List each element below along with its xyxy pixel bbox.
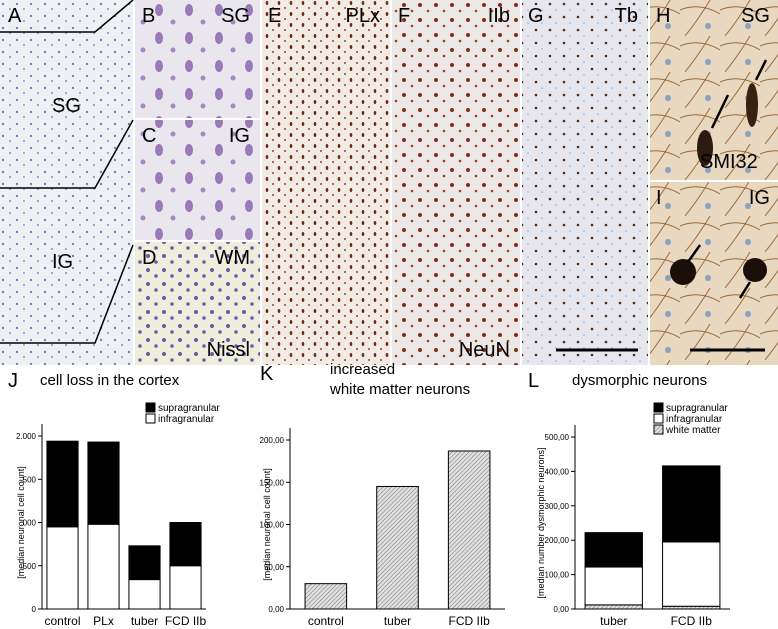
panel-label: Nissl [207, 339, 250, 361]
bar-segment [584, 604, 643, 610]
micrograph [650, 0, 778, 180]
legend-swatch [145, 413, 156, 424]
panel-label: IG [229, 125, 250, 147]
x-tick-label: tuber [600, 614, 627, 628]
micrograph-panels: A SG IG B SG C IG D WM Nissl E PLx F IIb… [0, 0, 778, 365]
legend-swatch [653, 402, 664, 413]
panel-letter: E [268, 5, 281, 27]
y-tick-label: .500 [20, 475, 36, 484]
y-axis-label: [median number dysmorphic neurons] [536, 447, 546, 598]
neuron [670, 259, 696, 285]
neuron [746, 83, 758, 127]
bar-segment [662, 465, 721, 543]
micrograph [522, 0, 648, 365]
layer-lines [0, 0, 134, 344]
y-tick-label: 400,00 [545, 467, 570, 476]
panel-letter: I [656, 187, 662, 209]
bar-segment [169, 565, 202, 610]
legend-swatch [653, 424, 664, 435]
y-tick-label: 2.000 [16, 432, 37, 441]
y-axis-label: [median neuronal cell count] [262, 468, 272, 581]
panel-letter: J [8, 370, 18, 392]
panel-label: IIb [488, 5, 510, 27]
x-tick-label: control [308, 614, 344, 628]
y-tick-label: 0,00 [553, 605, 569, 614]
bar-segment [584, 532, 643, 568]
micrograph [135, 242, 260, 365]
panel-label: NeuN [459, 339, 510, 361]
panel-letter: K [260, 363, 274, 385]
panel-letter: F [398, 5, 410, 27]
y-tick-label: 50,00 [264, 563, 285, 572]
panel-label: Tb [615, 5, 638, 27]
arrows [686, 59, 768, 299]
x-tick-label: tuber [384, 614, 411, 628]
legend-label: infragranular [158, 414, 215, 425]
x-tick-label: FCD IIb [671, 614, 713, 628]
micrograph [262, 0, 390, 365]
micrograph [135, 120, 260, 240]
bar-segment [46, 440, 79, 528]
panel-label: SG [221, 5, 250, 27]
bar [447, 450, 491, 610]
bar-segment [128, 579, 161, 610]
legend-label: supragranular [666, 403, 728, 414]
micrograph [392, 0, 520, 365]
panel-label: SG [52, 95, 81, 117]
panel-letter: L [528, 370, 539, 392]
x-tick-label: PLx [93, 614, 114, 628]
panel-label: IG [749, 187, 770, 209]
y-tick-label: 100,00 [260, 521, 285, 530]
y-tick-label: 500 [23, 562, 37, 571]
legend-swatch [145, 402, 156, 413]
y-tick-label: 0 [32, 605, 37, 614]
bar-segment [662, 541, 721, 607]
micrograph [135, 0, 260, 118]
x-tick-label: tuber [131, 614, 158, 628]
bar-segment [128, 545, 161, 581]
panel-letter: B [142, 5, 155, 27]
panel-letter: G [528, 5, 544, 27]
legend-label: infragranular [666, 414, 723, 425]
x-tick-label: FCD IIb [448, 614, 490, 628]
y-tick-label: 200,00 [545, 536, 570, 545]
y-tick-label: 300,00 [545, 502, 570, 511]
panel-letter: A [8, 5, 22, 27]
neuron [697, 130, 713, 166]
neuron [743, 258, 767, 282]
chart-title: increased [330, 361, 395, 378]
panel-letter: H [656, 5, 670, 27]
bar [304, 583, 348, 610]
y-tick-label: .000 [20, 519, 36, 528]
bar-segment [169, 522, 202, 567]
panel-letter: C [142, 125, 156, 147]
panel-letter: D [142, 247, 156, 269]
x-tick-label: FCD IIb [165, 614, 207, 628]
x-tick-label: control [44, 614, 80, 628]
chart-title: white matter neurons [329, 381, 470, 398]
y-axis-label: [median neuronal cell count] [16, 466, 26, 579]
chart-title: dysmorphic neurons [572, 372, 707, 389]
y-tick-label: 500,00 [545, 433, 570, 442]
bar-segment [87, 523, 120, 610]
legend-label: white matter [665, 425, 721, 436]
micrograph [0, 0, 133, 365]
panel-label: IG [52, 251, 73, 273]
y-tick-label: 100,00 [545, 571, 570, 580]
y-tick-label: 0,00 [268, 605, 284, 614]
legend-swatch [653, 413, 664, 424]
bar [376, 485, 419, 610]
bar-segment [87, 441, 120, 525]
legend-label: supragranular [158, 403, 220, 414]
panel-label: SG [741, 5, 770, 27]
bar-segment [46, 526, 79, 610]
panel-label: WM [214, 247, 250, 269]
panel-label: SMI32 [700, 151, 758, 173]
bar-segment [584, 566, 643, 606]
chart-title: cell loss in the cortex [40, 372, 180, 389]
y-tick-label: 200,00 [260, 436, 285, 445]
y-tick-label: 150,00 [260, 478, 285, 487]
panel-label: PLx [346, 5, 380, 27]
